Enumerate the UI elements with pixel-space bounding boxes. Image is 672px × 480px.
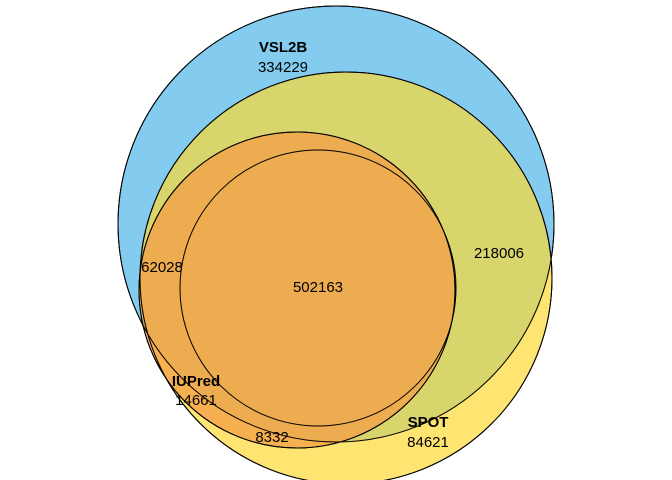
count-vsl2b-only: 334229	[258, 59, 308, 76]
count-vsl2b-iupred: 62028	[141, 259, 183, 276]
count-all-three: 502163	[293, 279, 343, 296]
spot-label: SPOT	[408, 414, 449, 431]
iupred-outline	[138, 131, 456, 449]
vsl2b-outline	[117, 5, 555, 443]
count-iupred-spot: 8332	[255, 429, 288, 446]
vsl2b-label: VSL2B	[259, 39, 308, 56]
iupred-label: IUPred	[172, 373, 220, 390]
count-spot-only: 84621	[407, 434, 449, 451]
count-vsl2b-spot: 218006	[474, 245, 524, 262]
core-outline	[179, 149, 457, 427]
count-iupred-only: 14661	[175, 392, 217, 409]
spot-outline	[139, 71, 553, 480]
